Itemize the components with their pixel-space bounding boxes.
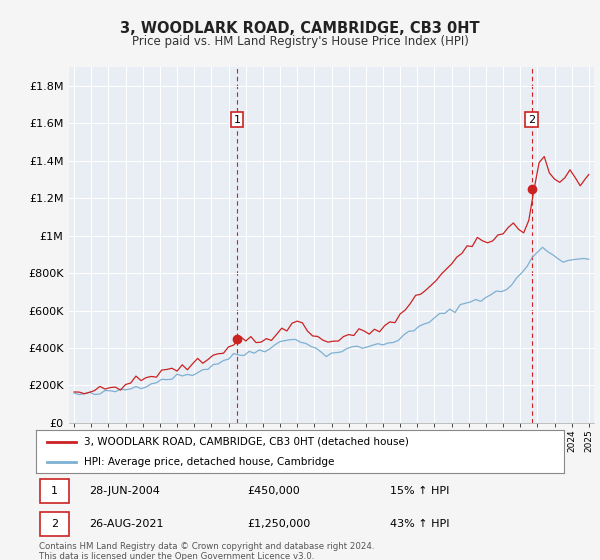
Text: 1: 1 [51, 486, 58, 496]
FancyBboxPatch shape [40, 479, 69, 503]
Text: 28-JUN-2004: 28-JUN-2004 [89, 486, 160, 496]
Text: 43% ↑ HPI: 43% ↑ HPI [390, 519, 449, 529]
Text: £450,000: £450,000 [247, 486, 300, 496]
Text: Price paid vs. HM Land Registry's House Price Index (HPI): Price paid vs. HM Land Registry's House … [131, 35, 469, 48]
Text: 1: 1 [233, 115, 241, 125]
Text: 26-AUG-2021: 26-AUG-2021 [89, 519, 163, 529]
Text: 3, WOODLARK ROAD, CAMBRIDGE, CB3 0HT (detached house): 3, WOODLARK ROAD, CAMBRIDGE, CB3 0HT (de… [83, 437, 409, 447]
Text: 15% ↑ HPI: 15% ↑ HPI [390, 486, 449, 496]
FancyBboxPatch shape [40, 512, 69, 535]
Text: 3, WOODLARK ROAD, CAMBRIDGE, CB3 0HT: 3, WOODLARK ROAD, CAMBRIDGE, CB3 0HT [120, 21, 480, 36]
Text: 2: 2 [51, 519, 58, 529]
Text: £1,250,000: £1,250,000 [247, 519, 310, 529]
Text: Contains HM Land Registry data © Crown copyright and database right 2024.
This d: Contains HM Land Registry data © Crown c… [39, 542, 374, 560]
Text: 2: 2 [528, 115, 535, 125]
Text: HPI: Average price, detached house, Cambridge: HPI: Average price, detached house, Camb… [83, 457, 334, 467]
